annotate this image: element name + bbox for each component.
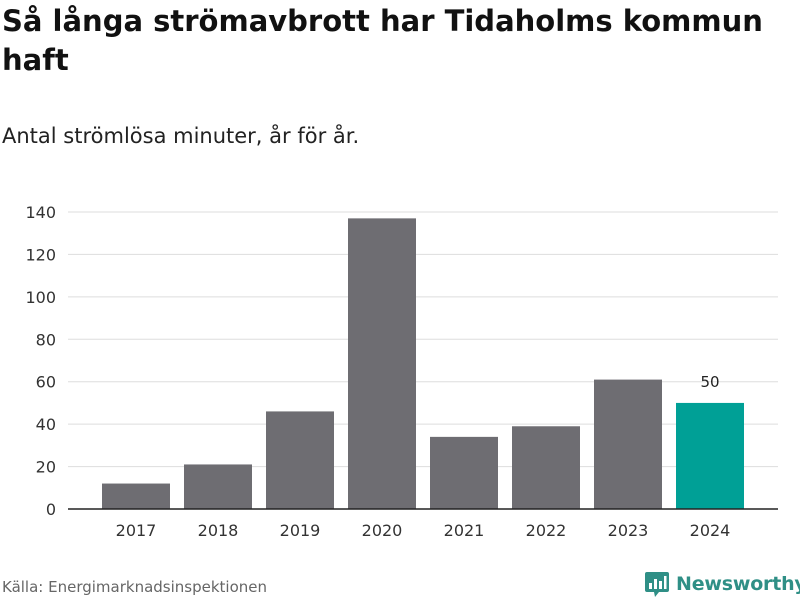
y-tick-label: 20 — [36, 458, 56, 477]
x-tick-label: 2023 — [608, 521, 649, 540]
source-note: Källa: Energimarknadsinspektionen — [2, 578, 268, 596]
y-tick-label: 100 — [25, 288, 56, 307]
bar-2021 — [430, 436, 498, 509]
bar-2020 — [348, 218, 416, 509]
y-tick-label: 120 — [25, 245, 56, 264]
x-tick-label: 2020 — [362, 521, 403, 540]
data-label: 50 — [700, 373, 719, 391]
bar-2024 — [676, 402, 744, 509]
x-tick-label: 2021 — [444, 521, 485, 540]
x-tick-label: 2018 — [198, 521, 239, 540]
bar-2018 — [184, 464, 252, 509]
y-tick-label: 140 — [25, 203, 56, 222]
brand-name: Newsworthy — [676, 573, 800, 595]
bar-2019 — [266, 411, 334, 509]
y-tick-label: 80 — [36, 330, 56, 349]
chart-subtitle: Antal strömlösa minuter, år för år. — [2, 124, 360, 148]
bar-2017 — [102, 483, 170, 509]
chart-title: Så långa strömavbrott har Tidaholms komm… — [2, 4, 763, 77]
x-axis-ticks: 2017 2018 2019 2020 2021 2022 2023 2024 — [116, 521, 731, 540]
x-tick-label: 2019 — [280, 521, 321, 540]
y-tick-label: 60 — [36, 373, 56, 392]
x-tick-label: 2024 — [690, 521, 731, 540]
data-labels: 50 — [700, 373, 719, 391]
bars — [102, 218, 744, 509]
x-tick-label: 2022 — [526, 521, 567, 540]
y-tick-label: 0 — [46, 500, 56, 519]
bar-2022 — [512, 426, 580, 509]
brand-logo[interactable]: Newsworthy — [644, 569, 800, 599]
y-tick-label: 40 — [36, 415, 56, 434]
bar-2023 — [594, 379, 662, 509]
bar-chart-logo-icon — [645, 572, 669, 597]
y-axis-ticks: 0 20 40 60 80 100 120 140 — [25, 203, 56, 519]
gridlines — [68, 211, 778, 468]
x-tick-label: 2017 — [116, 521, 157, 540]
